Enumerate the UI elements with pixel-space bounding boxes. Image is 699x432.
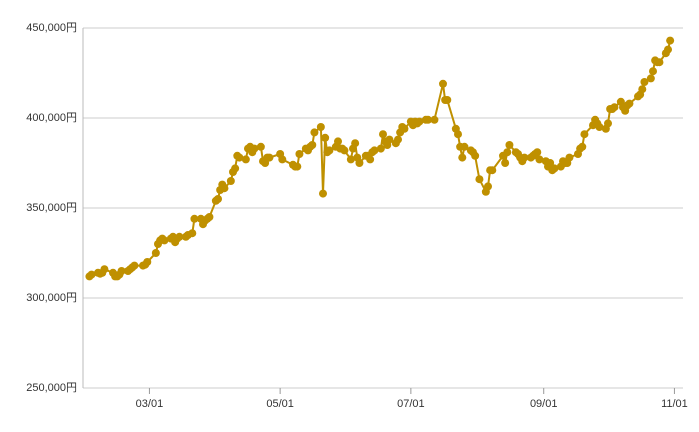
y-tick-label: 300,000円 xyxy=(26,292,77,304)
point xyxy=(175,232,184,241)
point xyxy=(325,146,334,155)
point xyxy=(220,184,229,193)
point xyxy=(117,267,126,275)
x-tick-label: 07/01 xyxy=(397,398,425,410)
point xyxy=(649,67,657,76)
point xyxy=(143,258,152,266)
point xyxy=(655,58,664,67)
point xyxy=(625,99,634,108)
y-tick-label: 400,000円 xyxy=(26,112,77,124)
point xyxy=(231,164,240,173)
point xyxy=(394,135,402,144)
point xyxy=(310,128,319,137)
y-tick-label: 450,000円 xyxy=(26,22,77,34)
point xyxy=(458,153,467,162)
point xyxy=(250,144,259,153)
x-tick-label: 11/01 xyxy=(661,398,688,410)
point xyxy=(595,123,604,131)
point xyxy=(376,144,385,153)
point xyxy=(190,214,199,223)
point xyxy=(460,142,469,151)
point xyxy=(293,162,302,171)
point xyxy=(400,124,409,133)
point xyxy=(604,119,612,128)
point xyxy=(443,96,452,104)
point xyxy=(501,159,510,167)
point xyxy=(316,123,325,131)
point xyxy=(346,155,355,164)
point xyxy=(130,261,139,270)
point xyxy=(379,130,387,139)
point xyxy=(151,249,160,257)
point xyxy=(646,74,655,83)
x-tick-label: 09/01 xyxy=(530,398,558,410)
point xyxy=(355,159,364,167)
point xyxy=(666,36,675,45)
point xyxy=(578,142,587,151)
point xyxy=(664,45,672,54)
point xyxy=(256,142,265,151)
point xyxy=(321,133,330,142)
point xyxy=(226,177,235,185)
point xyxy=(308,141,317,149)
point xyxy=(235,153,244,162)
y-tick-label: 350,000円 xyxy=(26,202,77,214)
point xyxy=(370,146,379,155)
point xyxy=(439,79,447,88)
point xyxy=(533,148,542,157)
point xyxy=(610,103,619,112)
point xyxy=(580,130,589,139)
point xyxy=(100,265,109,274)
x-tick-label: 05/01 xyxy=(266,398,294,410)
point xyxy=(640,78,649,86)
y-tick-label: 250,000円 xyxy=(26,382,77,394)
point xyxy=(278,155,287,164)
point xyxy=(214,195,222,203)
point xyxy=(475,175,484,184)
point xyxy=(430,115,439,124)
point xyxy=(503,148,512,157)
point xyxy=(160,236,169,245)
point xyxy=(638,85,647,94)
point xyxy=(546,159,555,167)
point xyxy=(295,150,304,158)
point xyxy=(471,151,480,160)
point xyxy=(385,135,394,144)
point xyxy=(484,182,492,191)
point xyxy=(454,130,462,139)
point xyxy=(87,270,96,279)
point xyxy=(366,155,375,164)
point xyxy=(424,115,432,124)
point xyxy=(188,229,197,238)
point xyxy=(241,155,250,164)
point xyxy=(334,137,342,146)
point xyxy=(535,155,544,164)
point xyxy=(415,117,424,126)
point xyxy=(205,213,214,221)
point xyxy=(550,164,559,173)
x-tick-label: 03/01 xyxy=(136,398,164,410)
point xyxy=(340,146,349,155)
point xyxy=(520,153,529,162)
point xyxy=(319,189,327,198)
point xyxy=(351,139,360,148)
point xyxy=(265,153,274,162)
point xyxy=(505,141,514,149)
point xyxy=(488,166,497,175)
point xyxy=(565,153,574,162)
